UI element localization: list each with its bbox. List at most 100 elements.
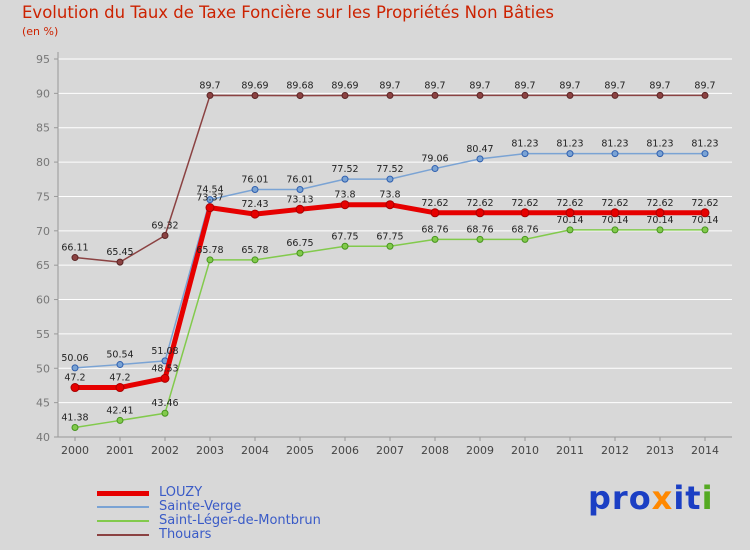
- svg-text:81.23: 81.23: [691, 139, 718, 150]
- svg-text:2012: 2012: [601, 444, 629, 457]
- svg-text:51.08: 51.08: [151, 346, 178, 357]
- svg-text:2006: 2006: [331, 444, 359, 457]
- svg-text:77.52: 77.52: [331, 164, 358, 175]
- legend-swatch-thouars: [97, 534, 149, 536]
- svg-text:75: 75: [36, 190, 50, 203]
- svg-text:89.7: 89.7: [469, 80, 490, 91]
- legend-item-louzy: LOUZY: [97, 486, 321, 500]
- svg-text:89.7: 89.7: [199, 80, 220, 91]
- logo-segment: x: [651, 479, 674, 517]
- line-chart: 40 45 50 55 60 65 70 75 80 85 90 95 2000 2001 2002 2003…: [36, 52, 732, 457]
- svg-text:70.14: 70.14: [691, 215, 718, 226]
- svg-text:2009: 2009: [466, 444, 494, 457]
- svg-text:2001: 2001: [106, 444, 134, 457]
- svg-text:81.23: 81.23: [601, 139, 628, 150]
- svg-text:73.37: 73.37: [196, 193, 223, 204]
- legend-item-thouars: Thouars: [97, 528, 321, 542]
- svg-text:72.62: 72.62: [691, 198, 718, 209]
- svg-text:81.23: 81.23: [511, 139, 538, 150]
- svg-text:90: 90: [36, 87, 50, 100]
- chart-legend: LOUZY Sainte-Verge Saint-Léger-de-Montbr…: [97, 486, 321, 542]
- logo-segment: i: [701, 479, 714, 517]
- legend-item-saint-leger: Saint-Léger-de-Montbrun: [97, 514, 321, 528]
- svg-text:66.11: 66.11: [61, 243, 88, 254]
- svg-text:43.46: 43.46: [151, 398, 178, 409]
- svg-text:2005: 2005: [286, 444, 314, 457]
- legend-label-thouars: Thouars: [159, 527, 212, 542]
- svg-text:2011: 2011: [556, 444, 584, 457]
- svg-text:70: 70: [36, 225, 50, 238]
- svg-text:45: 45: [36, 397, 50, 410]
- svg-text:69.32: 69.32: [151, 220, 178, 231]
- svg-text:73.13: 73.13: [286, 194, 313, 205]
- svg-text:2014: 2014: [691, 444, 719, 457]
- legend-item-sainte-verge: Sainte-Verge: [97, 500, 321, 514]
- svg-text:50.06: 50.06: [61, 353, 88, 364]
- svg-text:85: 85: [36, 122, 50, 135]
- svg-text:72.62: 72.62: [466, 198, 493, 209]
- svg-text:47.2: 47.2: [109, 373, 130, 384]
- svg-text:89.7: 89.7: [604, 80, 625, 91]
- svg-text:2013: 2013: [646, 444, 674, 457]
- svg-text:68.76: 68.76: [466, 224, 493, 235]
- svg-text:89.68: 89.68: [286, 81, 313, 92]
- svg-text:89.7: 89.7: [559, 80, 580, 91]
- legend-label-sainte-verge: Sainte-Verge: [159, 499, 242, 514]
- svg-text:72.62: 72.62: [421, 198, 448, 209]
- svg-text:68.76: 68.76: [421, 224, 448, 235]
- svg-text:73.8: 73.8: [334, 190, 355, 201]
- proxiti-logo: proxiti: [588, 479, 714, 517]
- svg-text:65.45: 65.45: [106, 247, 133, 258]
- logo-segment: pro: [588, 479, 652, 517]
- svg-text:72.62: 72.62: [556, 198, 583, 209]
- svg-text:70.14: 70.14: [646, 215, 673, 226]
- svg-text:77.52: 77.52: [376, 164, 403, 175]
- svg-text:65: 65: [36, 259, 50, 272]
- legend-swatch-sainte-verge: [97, 506, 149, 508]
- svg-text:72.62: 72.62: [601, 198, 628, 209]
- svg-text:72.62: 72.62: [646, 198, 673, 209]
- svg-text:89.7: 89.7: [694, 80, 715, 91]
- svg-text:74.54: 74.54: [196, 185, 223, 196]
- svg-text:81.23: 81.23: [646, 139, 673, 150]
- svg-text:72.43: 72.43: [241, 199, 268, 210]
- svg-text:68.76: 68.76: [511, 224, 538, 235]
- svg-text:70.14: 70.14: [601, 215, 628, 226]
- svg-text:89.7: 89.7: [424, 80, 445, 91]
- svg-text:65.78: 65.78: [196, 245, 223, 256]
- svg-text:73.8: 73.8: [379, 190, 400, 201]
- svg-text:2003: 2003: [196, 444, 224, 457]
- svg-text:2002: 2002: [151, 444, 179, 457]
- legend-swatch-saint-leger: [97, 520, 149, 522]
- svg-text:89.69: 89.69: [331, 80, 358, 91]
- svg-text:2008: 2008: [421, 444, 449, 457]
- svg-text:89.7: 89.7: [649, 80, 670, 91]
- logo-segment: it: [673, 479, 702, 517]
- legend-label-louzy: LOUZY: [159, 485, 203, 500]
- svg-text:42.41: 42.41: [106, 405, 133, 416]
- svg-text:48.53: 48.53: [151, 363, 178, 374]
- svg-text:2010: 2010: [511, 444, 539, 457]
- svg-text:2007: 2007: [376, 444, 404, 457]
- svg-text:40: 40: [36, 431, 50, 444]
- svg-text:95: 95: [36, 53, 50, 66]
- svg-text:76.01: 76.01: [241, 175, 268, 186]
- svg-text:72.62: 72.62: [511, 198, 538, 209]
- svg-text:41.38: 41.38: [61, 413, 88, 424]
- svg-text:60: 60: [36, 294, 50, 307]
- svg-text:66.75: 66.75: [286, 238, 313, 249]
- svg-text:50: 50: [36, 362, 50, 375]
- svg-text:79.06: 79.06: [421, 154, 448, 165]
- svg-text:89.7: 89.7: [379, 80, 400, 91]
- legend-swatch-louzy: [97, 490, 149, 496]
- svg-text:70.14: 70.14: [556, 215, 583, 226]
- legend-label-saint-leger: Saint-Léger-de-Montbrun: [159, 513, 321, 528]
- svg-text:89.69: 89.69: [241, 80, 268, 91]
- svg-text:67.75: 67.75: [376, 231, 403, 242]
- svg-text:65.78: 65.78: [241, 245, 268, 256]
- svg-text:2004: 2004: [241, 444, 269, 457]
- svg-text:80.47: 80.47: [466, 144, 493, 155]
- svg-text:89.7: 89.7: [514, 80, 535, 91]
- svg-text:67.75: 67.75: [331, 231, 358, 242]
